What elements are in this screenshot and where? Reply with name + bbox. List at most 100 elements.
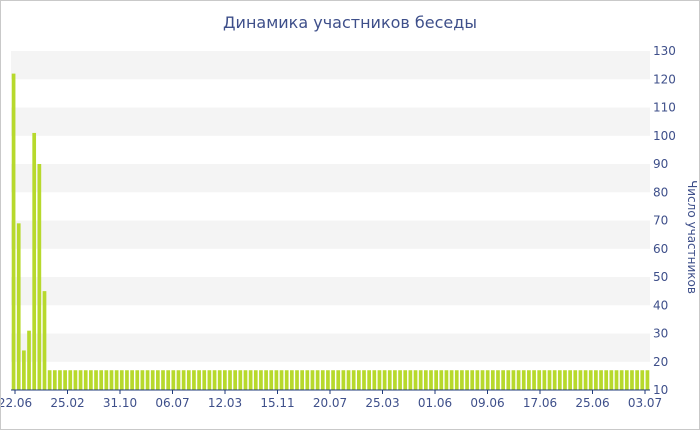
bar	[22, 350, 26, 390]
bar	[465, 370, 469, 390]
y-tick-label: 80	[653, 185, 668, 199]
bar	[181, 370, 186, 390]
bar	[341, 370, 346, 390]
bar	[604, 370, 609, 390]
bar	[434, 370, 438, 390]
y-tick-label: 90	[653, 157, 668, 171]
bar	[496, 370, 500, 390]
x-tick-label: 25.03	[365, 396, 399, 410]
bar	[460, 370, 464, 390]
y-tick-label: 110	[653, 101, 676, 115]
bar	[135, 370, 140, 390]
grid-bands	[11, 51, 650, 362]
bar	[630, 370, 634, 390]
bar	[259, 370, 263, 390]
bar	[279, 370, 284, 390]
bar	[454, 370, 459, 390]
bar	[408, 370, 413, 390]
bar	[568, 370, 572, 390]
x-tick-label: 03.07	[628, 396, 662, 410]
bar	[32, 132, 37, 390]
bar	[47, 370, 52, 390]
bar	[635, 370, 639, 390]
bar	[377, 370, 382, 390]
grid-band	[11, 51, 650, 80]
bar	[228, 370, 232, 390]
bar	[439, 370, 444, 390]
bar	[83, 370, 88, 390]
bar	[423, 370, 428, 390]
x-tick-label: 22.06	[1, 396, 32, 410]
bar	[63, 370, 67, 390]
bar	[511, 370, 516, 390]
bar	[398, 370, 402, 390]
bar	[501, 370, 505, 390]
bar	[485, 370, 490, 390]
x-tick-label: 25.02	[50, 396, 84, 410]
bar	[532, 370, 536, 390]
bar	[547, 370, 552, 390]
bar	[150, 370, 155, 390]
bar	[537, 370, 542, 390]
bar	[418, 370, 423, 390]
x-tick-label: 01.06	[418, 396, 452, 410]
bar	[161, 370, 165, 390]
y-tick-label: 50	[653, 270, 668, 284]
y-tick-label: 30	[653, 327, 668, 341]
bar	[176, 370, 181, 390]
x-tick-label: 12.03	[208, 396, 242, 410]
bar	[470, 370, 475, 390]
bar	[238, 370, 243, 390]
bar	[78, 370, 83, 390]
bar	[557, 370, 562, 390]
bar	[217, 370, 222, 390]
bar	[300, 370, 305, 390]
x-tick-label: 20.07	[313, 396, 347, 410]
bar	[594, 370, 598, 390]
y-tick-label: 120	[653, 72, 676, 86]
bar	[166, 370, 171, 390]
bar	[475, 370, 480, 390]
bar	[58, 370, 62, 390]
bar	[609, 370, 614, 390]
bar	[578, 370, 583, 390]
bar	[346, 370, 351, 390]
y-tick-label: 20	[653, 355, 668, 369]
y-tick-label: 70	[653, 214, 668, 228]
y-axis-ticks: 10 20 30 40 50 60 70 80 90 100 110 120 130	[653, 44, 676, 397]
bar	[202, 370, 207, 390]
bar	[233, 370, 238, 390]
bar	[295, 370, 299, 390]
x-tick-label: 06.07	[155, 396, 189, 410]
bar	[212, 370, 217, 390]
bar	[542, 370, 547, 390]
bar	[284, 370, 289, 390]
bar	[125, 370, 129, 390]
bar	[326, 370, 330, 390]
bar	[223, 370, 227, 390]
bar	[490, 370, 495, 390]
y-tick-label: 130	[653, 44, 676, 58]
bar	[290, 370, 294, 390]
bar	[11, 73, 16, 390]
grid-band	[11, 220, 650, 249]
bar	[156, 370, 160, 390]
bar	[573, 370, 578, 390]
grid-band	[11, 107, 650, 136]
bar	[109, 370, 114, 390]
bar-series	[11, 73, 650, 391]
bar	[413, 370, 418, 390]
grid-band	[11, 277, 650, 306]
bar	[315, 370, 320, 390]
y-tick-label: 40	[653, 298, 668, 312]
bar	[253, 370, 258, 390]
bar	[614, 370, 619, 390]
bar	[145, 370, 150, 390]
bar	[52, 370, 57, 390]
bar	[264, 370, 268, 390]
bar	[516, 370, 521, 390]
bar	[89, 370, 93, 390]
bar	[192, 370, 196, 390]
